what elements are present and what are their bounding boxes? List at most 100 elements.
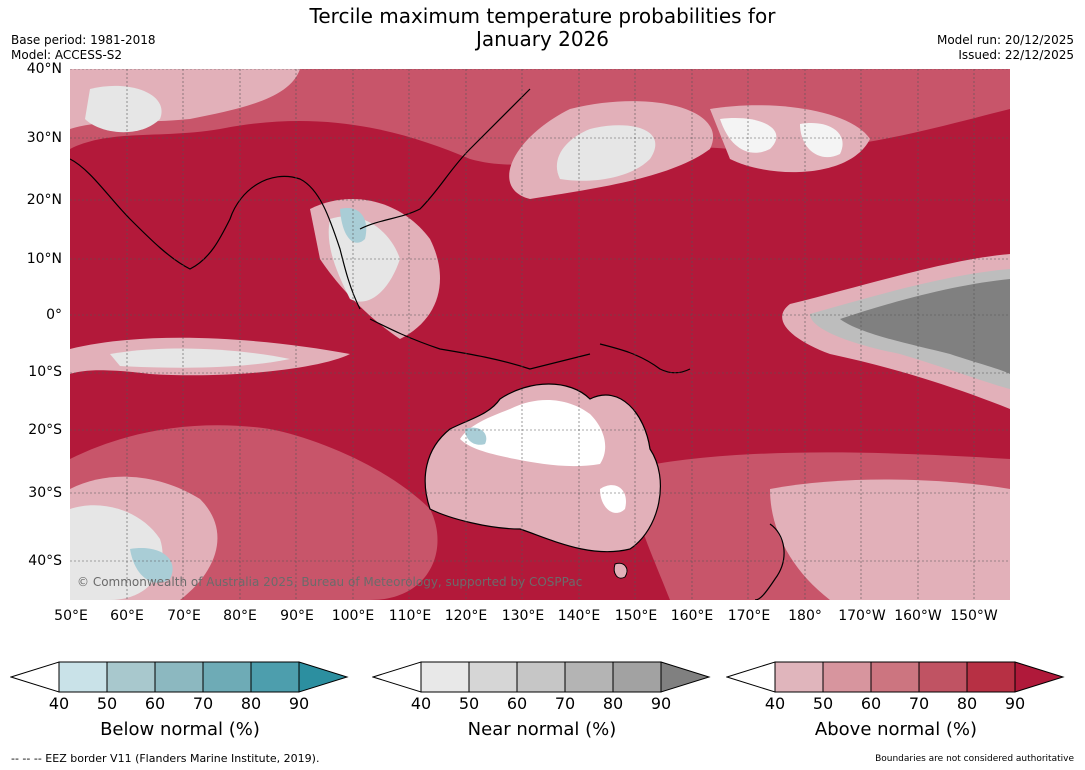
lon-label: 70°E xyxy=(167,608,201,624)
issued-date: Issued: 22/12/2025 xyxy=(958,48,1074,62)
lon-label: 50°E xyxy=(54,608,88,624)
tasmania xyxy=(613,562,628,579)
lon-label: 150°E xyxy=(614,608,658,624)
lon-label: 90°E xyxy=(280,608,314,624)
probability-map: © Commonwealth of Australia 2025, Bureau… xyxy=(70,69,1010,600)
lat-label: 40°S xyxy=(28,553,62,569)
colorbar-swatch xyxy=(564,661,614,693)
colorbar-below-tick: 50 xyxy=(96,694,118,713)
colorbar-near-tick: 50 xyxy=(458,694,480,713)
colorbar-near-label: Near normal (%) xyxy=(467,719,617,740)
new-guinea-coastline xyxy=(599,343,691,374)
lon-label: 110°E xyxy=(388,608,432,624)
graticule xyxy=(70,69,1010,600)
base-period: Base period: 1981-2018 xyxy=(11,33,156,47)
lon-label: 160°E xyxy=(670,608,714,624)
colorbar-near-swatches xyxy=(420,661,662,693)
colorbar-swatch xyxy=(468,661,518,693)
colorbar-near-tick: 80 xyxy=(602,694,624,713)
colorbar-swatch xyxy=(420,661,470,693)
near-normal-australia-east xyxy=(600,485,626,513)
colorbar-above-min-arrow xyxy=(725,661,776,693)
asia-coastline xyxy=(70,158,361,310)
lon-label: 170°E xyxy=(727,608,771,624)
colorbar-below-tick: 60 xyxy=(144,694,166,713)
above-normal-light-south-pacific xyxy=(770,479,1010,600)
below-normal-south-indian xyxy=(130,548,173,583)
lat-label: 20°S xyxy=(28,422,62,438)
near-normal-tibet xyxy=(85,85,162,133)
map-title-line2: January 2026 xyxy=(475,27,610,51)
colorbar-above-tick: 90 xyxy=(1004,694,1026,713)
colorbar-swatch xyxy=(966,661,1016,693)
colorbar-above-tick: 50 xyxy=(812,694,834,713)
lon-label: 130°E xyxy=(501,608,545,624)
colorbar-below-max-arrow xyxy=(298,661,349,693)
near-normal-pacific-north xyxy=(556,125,656,181)
colorbar-above-label: Above normal (%) xyxy=(814,719,978,740)
new-zealand-coastline xyxy=(754,523,785,600)
colorbar-near-tick: 70 xyxy=(554,694,576,713)
colorbar-swatch xyxy=(106,661,156,693)
colorbar-below-tick: 90 xyxy=(288,694,310,713)
colorbar-swatch xyxy=(774,661,824,693)
colorbar-below-tick: 40 xyxy=(48,694,70,713)
lon-label: 170°W xyxy=(838,608,886,624)
maritime-continent-coastline xyxy=(369,318,591,370)
lon-label: 140°E xyxy=(557,608,601,624)
lat-label: 30°S xyxy=(28,485,62,501)
lon-label: 100°E xyxy=(331,608,375,624)
colorbar-below-tick: 80 xyxy=(240,694,262,713)
lon-label: 120°E xyxy=(444,608,488,624)
colorbar-swatch xyxy=(870,661,920,693)
colorbar-below-label: Below normal (%) xyxy=(100,719,260,740)
lon-label: 80°E xyxy=(223,608,257,624)
below-normal-australia xyxy=(465,427,487,445)
lat-label: 30°N xyxy=(26,130,62,146)
colorbar-near xyxy=(371,660,712,694)
colorbar-above-max-arrow xyxy=(1014,661,1065,693)
near-normal-indian-band xyxy=(110,348,290,368)
near-normal-seasia xyxy=(328,216,400,302)
near-normal-south-indian xyxy=(70,505,163,600)
model-run: Model run: 20/12/2025 xyxy=(936,33,1074,47)
colorbar-swatch xyxy=(58,661,108,693)
colorbar-above-tick: 60 xyxy=(860,694,882,713)
lat-label: 10°S xyxy=(28,364,62,380)
colorbar-above-tick: 40 xyxy=(764,694,786,713)
colorbar-swatch xyxy=(918,661,968,693)
colorbar-near-tick: 40 xyxy=(410,694,432,713)
colorbar-swatch xyxy=(516,661,566,693)
lon-label: 160°W xyxy=(894,608,942,624)
colorbar-swatch xyxy=(822,661,872,693)
near-normal-strong-east-pacific xyxy=(840,279,1010,374)
lat-label: 0° xyxy=(46,307,62,323)
colorbar-near-min-arrow xyxy=(371,661,422,693)
colorbar-swatch xyxy=(612,661,662,693)
boundary-disclaimer: Boundaries are not considered authoritat… xyxy=(875,754,1074,764)
colorbar-near-max-arrow xyxy=(660,661,711,693)
colorbar-swatch xyxy=(250,661,300,693)
colorbar-below-swatches xyxy=(58,661,300,693)
colorbar-above xyxy=(725,660,1066,694)
colorbar-swatch xyxy=(154,661,204,693)
copyright-notice: © Commonwealth of Australia 2025, Bureau… xyxy=(77,575,583,589)
model-name: Model: ACCESS-S2 xyxy=(11,48,123,62)
colorbar-near-tick: 60 xyxy=(506,694,528,713)
near-normal-patch-b xyxy=(800,123,843,158)
lat-label: 20°N xyxy=(26,192,62,208)
colorbar-above-swatches xyxy=(774,661,1016,693)
near-normal-australia-north xyxy=(460,399,606,467)
colorbar-above-tick: 80 xyxy=(956,694,978,713)
lat-label: 40°N xyxy=(26,61,62,77)
east-asia-coastline xyxy=(359,88,531,230)
map-title-line1: Tercile maximum temperature probabilitie… xyxy=(309,4,776,28)
colorbar-swatch xyxy=(202,661,252,693)
near-normal-patch-a xyxy=(720,118,777,153)
colorbar-below-tick: 70 xyxy=(192,694,214,713)
colorbar-above-tick: 70 xyxy=(908,694,930,713)
colorbar-near-tick: 90 xyxy=(650,694,672,713)
colorbar-below-min-arrow xyxy=(9,661,60,693)
lat-label: 10°N xyxy=(26,251,62,267)
colorbar-below xyxy=(9,660,350,694)
